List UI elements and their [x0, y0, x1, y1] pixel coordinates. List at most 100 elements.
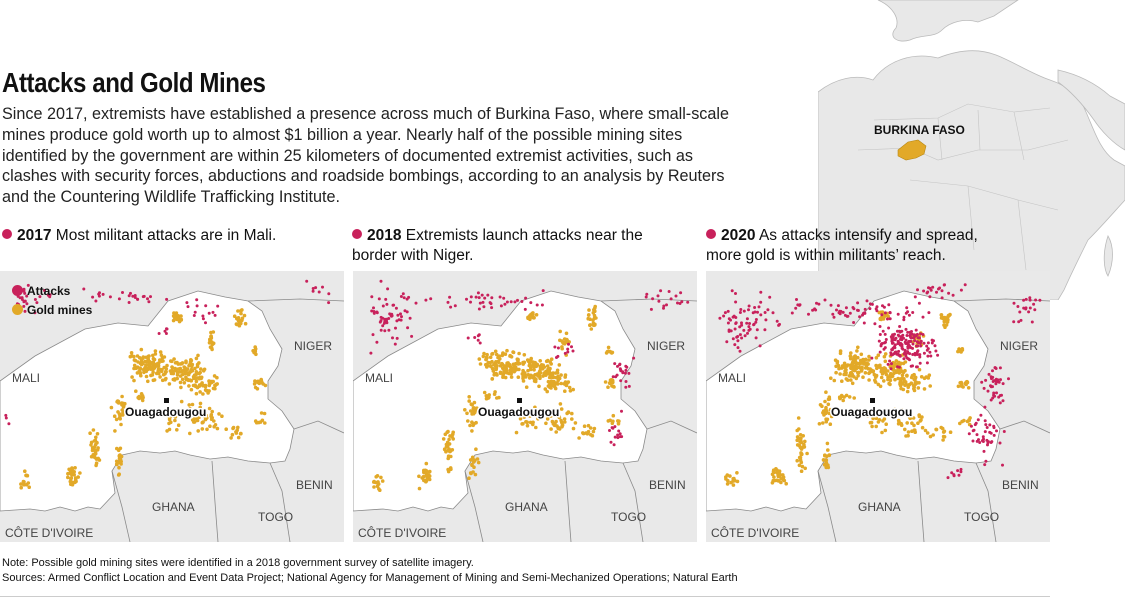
attack-dot: [980, 439, 984, 443]
gold-mine-dot: [505, 361, 509, 365]
gold-mine-dot: [473, 472, 478, 477]
attack-dot: [893, 343, 897, 347]
attack-dot: [889, 353, 893, 357]
attack-dot: [94, 299, 98, 303]
attack-dot: [925, 344, 929, 348]
attack-dot: [627, 384, 631, 388]
gold-mine-dot: [916, 421, 920, 425]
gold-mine-dot: [842, 372, 846, 377]
gold-mine-dot: [563, 389, 567, 393]
attack-dot: [1038, 298, 1042, 302]
gold-mine-dot: [478, 362, 483, 366]
attack-dot: [733, 343, 737, 347]
gold-mine-dot: [187, 384, 191, 388]
attack-dot: [747, 325, 751, 329]
attack-dot: [759, 313, 763, 317]
gold-mine-dot: [555, 368, 560, 373]
gold-mine-dot: [824, 417, 828, 421]
country-label-niger: NIGER: [1000, 339, 1038, 353]
gold-mine-dot: [899, 423, 904, 427]
attack-dot: [763, 328, 767, 332]
gold-mine-dot: [490, 352, 494, 356]
gold-mine-dot: [145, 359, 150, 363]
attack-dot: [108, 295, 112, 299]
attack-dot: [311, 287, 315, 290]
gold-mine-dot: [134, 366, 138, 371]
attack-dot: [478, 341, 482, 345]
gold-mine-dot: [205, 427, 209, 432]
attack-dot: [726, 321, 730, 325]
gold-mine-dot: [205, 388, 209, 393]
attack-dot: [775, 319, 779, 323]
attack-dot: [971, 439, 975, 443]
attack-dot: [881, 329, 885, 333]
border-line: [111, 470, 131, 542]
attack-dot: [611, 426, 615, 430]
bullet-dot-icon: [706, 229, 716, 239]
gold-mine-dot: [192, 420, 196, 424]
attack-dot: [980, 380, 984, 384]
gold-mine-dot: [850, 381, 855, 386]
attack-dot: [25, 302, 29, 306]
attack-dot: [994, 379, 998, 383]
attack-dot: [1034, 298, 1038, 302]
gold-mine-dot: [551, 375, 556, 380]
gold-mine-dot: [524, 385, 529, 389]
attack-dot: [513, 300, 517, 304]
gold-mine-dot: [775, 478, 780, 483]
attack-dot: [731, 315, 735, 319]
attack-dot: [908, 358, 911, 362]
gold-mine-dot: [235, 428, 239, 432]
gold-mine-dot: [560, 346, 564, 351]
attack-dot: [1018, 310, 1022, 314]
gold-mine-dot: [946, 313, 951, 318]
attack-dot: [946, 476, 950, 480]
gold-mine-dot: [873, 378, 877, 383]
gold-mine-dot: [116, 473, 121, 477]
gold-mine-dot: [474, 447, 478, 451]
gold-mine-dot: [942, 323, 946, 327]
capital-marker: [517, 398, 522, 403]
gold-mine-dot: [855, 365, 859, 369]
gold-mine-dot: [591, 318, 595, 322]
attack-dot: [959, 288, 963, 292]
gold-mine-dot: [472, 465, 476, 469]
gold-mine-dot: [198, 405, 202, 410]
attack-dot: [1024, 307, 1028, 311]
attack-dot: [616, 433, 620, 437]
gold-mine-dot: [160, 367, 164, 372]
gold-mine-dot: [209, 414, 213, 419]
gold-mine-dot: [417, 486, 422, 491]
gold-mine-dot: [182, 381, 187, 385]
attack-dot: [978, 441, 982, 444]
attack-dot: [911, 342, 915, 346]
border-line: [622, 462, 644, 542]
gold-mine-dot: [531, 363, 535, 367]
gold-mine-dot: [876, 353, 881, 357]
attack-dot: [193, 310, 197, 314]
attack-dot: [971, 429, 975, 433]
gold-mine-dot: [170, 366, 175, 370]
attack-dot: [503, 302, 507, 306]
gold-mine-dot: [591, 429, 596, 434]
gold-mine-dot: [850, 367, 855, 371]
gold-mine-dot: [571, 387, 575, 392]
attack-dot: [488, 301, 492, 305]
gold-mine-dot: [960, 347, 965, 351]
attack-dot: [477, 333, 481, 337]
gold-mine-dot: [562, 417, 567, 421]
gold-mine-dot: [195, 385, 200, 390]
map-svg: Ouagadougou NIGER MALI GHANA BENIN TOGO CÔTE D…: [353, 271, 697, 542]
gold-mine-dot: [441, 437, 446, 441]
gold-mine-dot: [545, 364, 550, 368]
gold-mine-dot: [494, 352, 499, 357]
attack-dot: [659, 289, 663, 293]
gold-mine-dot: [882, 354, 887, 359]
attack-dot: [91, 295, 95, 299]
map-panel-2020: Ouagadougou NIGER MALI GHANA BENIN TOGO CÔTE D…: [706, 271, 1050, 542]
attack-dot: [133, 294, 137, 297]
gold-mine-dot: [146, 354, 151, 359]
country-label-niger: NIGER: [294, 339, 332, 353]
gold-mine-dot: [446, 456, 450, 461]
gold-mine-dot: [255, 387, 260, 391]
